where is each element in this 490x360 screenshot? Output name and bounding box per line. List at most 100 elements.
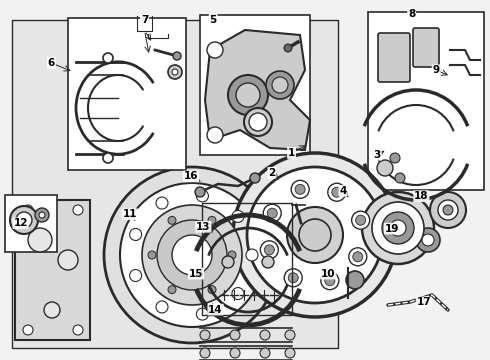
Circle shape xyxy=(172,235,212,275)
Circle shape xyxy=(23,325,33,335)
Circle shape xyxy=(284,269,302,287)
Circle shape xyxy=(246,249,258,261)
Circle shape xyxy=(157,220,227,290)
FancyBboxPatch shape xyxy=(413,28,439,67)
Circle shape xyxy=(172,69,178,75)
Circle shape xyxy=(44,302,60,318)
Circle shape xyxy=(250,173,260,183)
Circle shape xyxy=(236,83,260,107)
Circle shape xyxy=(362,192,434,264)
Circle shape xyxy=(422,234,434,246)
Circle shape xyxy=(353,252,363,262)
Circle shape xyxy=(285,330,295,340)
Text: 2: 2 xyxy=(269,168,275,178)
Circle shape xyxy=(230,330,240,340)
Circle shape xyxy=(148,251,156,259)
Circle shape xyxy=(332,187,342,197)
Bar xyxy=(368,12,484,190)
Circle shape xyxy=(23,205,33,215)
Circle shape xyxy=(168,65,182,79)
Circle shape xyxy=(247,167,383,303)
Circle shape xyxy=(39,212,45,218)
Circle shape xyxy=(233,153,397,317)
Circle shape xyxy=(207,42,223,58)
Circle shape xyxy=(232,211,244,222)
Circle shape xyxy=(28,228,52,252)
Text: 7: 7 xyxy=(141,15,148,25)
Bar xyxy=(5,195,57,252)
Circle shape xyxy=(222,256,234,268)
Text: 5: 5 xyxy=(210,15,217,25)
Circle shape xyxy=(352,211,369,229)
Circle shape xyxy=(130,270,142,282)
Circle shape xyxy=(390,220,406,236)
Circle shape xyxy=(130,229,142,240)
Circle shape xyxy=(16,212,32,228)
Polygon shape xyxy=(12,20,338,348)
FancyBboxPatch shape xyxy=(378,33,410,82)
Text: 9: 9 xyxy=(433,65,440,75)
Circle shape xyxy=(73,205,83,215)
Circle shape xyxy=(416,228,440,252)
Circle shape xyxy=(200,330,210,340)
Text: 18: 18 xyxy=(414,191,429,201)
Circle shape xyxy=(244,108,272,136)
Circle shape xyxy=(168,285,176,294)
Circle shape xyxy=(263,204,281,222)
Circle shape xyxy=(430,192,466,228)
Circle shape xyxy=(266,71,294,99)
Text: 15: 15 xyxy=(189,269,203,279)
Circle shape xyxy=(173,52,181,60)
Circle shape xyxy=(295,184,305,194)
Bar xyxy=(200,15,310,155)
Circle shape xyxy=(260,330,270,340)
Circle shape xyxy=(267,208,277,218)
Circle shape xyxy=(299,219,331,251)
Text: 13: 13 xyxy=(196,222,211,232)
Circle shape xyxy=(395,173,405,183)
Circle shape xyxy=(58,250,78,270)
Circle shape xyxy=(321,272,339,290)
Text: 12: 12 xyxy=(13,218,28,228)
Circle shape xyxy=(377,160,393,176)
Text: 11: 11 xyxy=(122,209,137,219)
Circle shape xyxy=(196,308,208,320)
Circle shape xyxy=(325,276,335,285)
Circle shape xyxy=(35,208,49,222)
Circle shape xyxy=(120,183,264,327)
Text: 8: 8 xyxy=(408,9,415,19)
Circle shape xyxy=(195,187,205,197)
Circle shape xyxy=(208,216,216,224)
Circle shape xyxy=(103,53,113,63)
Circle shape xyxy=(208,285,216,294)
Bar xyxy=(68,18,186,170)
Circle shape xyxy=(356,215,366,225)
Circle shape xyxy=(156,197,168,209)
Circle shape xyxy=(264,245,274,255)
Circle shape xyxy=(288,273,298,283)
Circle shape xyxy=(346,271,364,289)
Text: 1: 1 xyxy=(288,148,295,158)
Circle shape xyxy=(249,113,267,131)
Text: 3: 3 xyxy=(374,150,381,160)
Text: 4: 4 xyxy=(339,186,347,196)
Circle shape xyxy=(228,251,236,259)
Polygon shape xyxy=(205,30,310,150)
Circle shape xyxy=(438,200,458,220)
Text: 10: 10 xyxy=(321,269,336,279)
Circle shape xyxy=(287,207,343,263)
Circle shape xyxy=(207,127,223,143)
Circle shape xyxy=(73,325,83,335)
Circle shape xyxy=(262,256,274,268)
Circle shape xyxy=(168,216,176,224)
Circle shape xyxy=(291,180,309,198)
Circle shape xyxy=(284,44,292,52)
Circle shape xyxy=(272,77,288,93)
Text: 17: 17 xyxy=(416,297,431,307)
Circle shape xyxy=(103,153,113,163)
Text: 14: 14 xyxy=(208,305,223,315)
Circle shape xyxy=(10,206,38,234)
Circle shape xyxy=(285,348,295,358)
Circle shape xyxy=(228,75,268,115)
Text: 6: 6 xyxy=(48,58,55,68)
